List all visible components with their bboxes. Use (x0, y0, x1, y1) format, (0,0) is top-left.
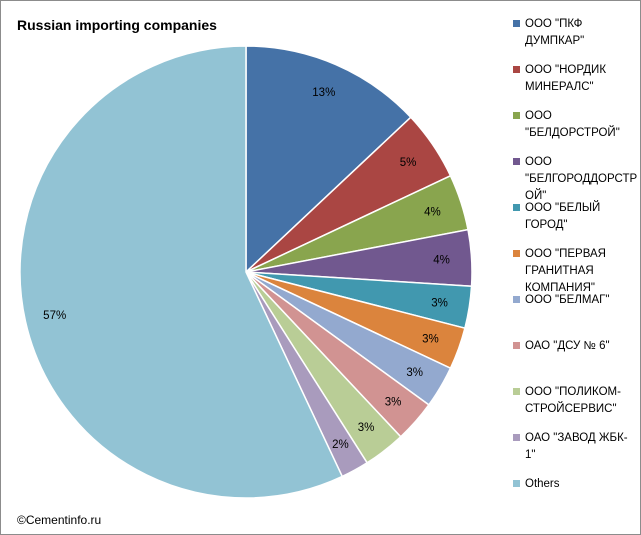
slice-label-10: 57% (43, 310, 66, 322)
slice-label-4: 3% (431, 298, 448, 310)
slice-label-3: 4% (433, 255, 450, 267)
pie-slice-0 (245, 45, 412, 274)
slice-label-7: 3% (385, 397, 402, 409)
slice-label-1: 5% (400, 157, 417, 169)
slice-label-9: 2% (332, 439, 349, 451)
slice-label-6: 3% (406, 367, 423, 379)
chart-title: Russian importing companies (17, 17, 217, 33)
slice-label-8: 3% (358, 422, 375, 434)
slice-label-2: 4% (424, 206, 441, 218)
pie-slice-10 (19, 45, 344, 499)
slice-label-5: 3% (422, 333, 439, 345)
slice-label-0: 13% (312, 87, 335, 99)
credit-text: ©Cementinfo.ru (17, 513, 102, 527)
